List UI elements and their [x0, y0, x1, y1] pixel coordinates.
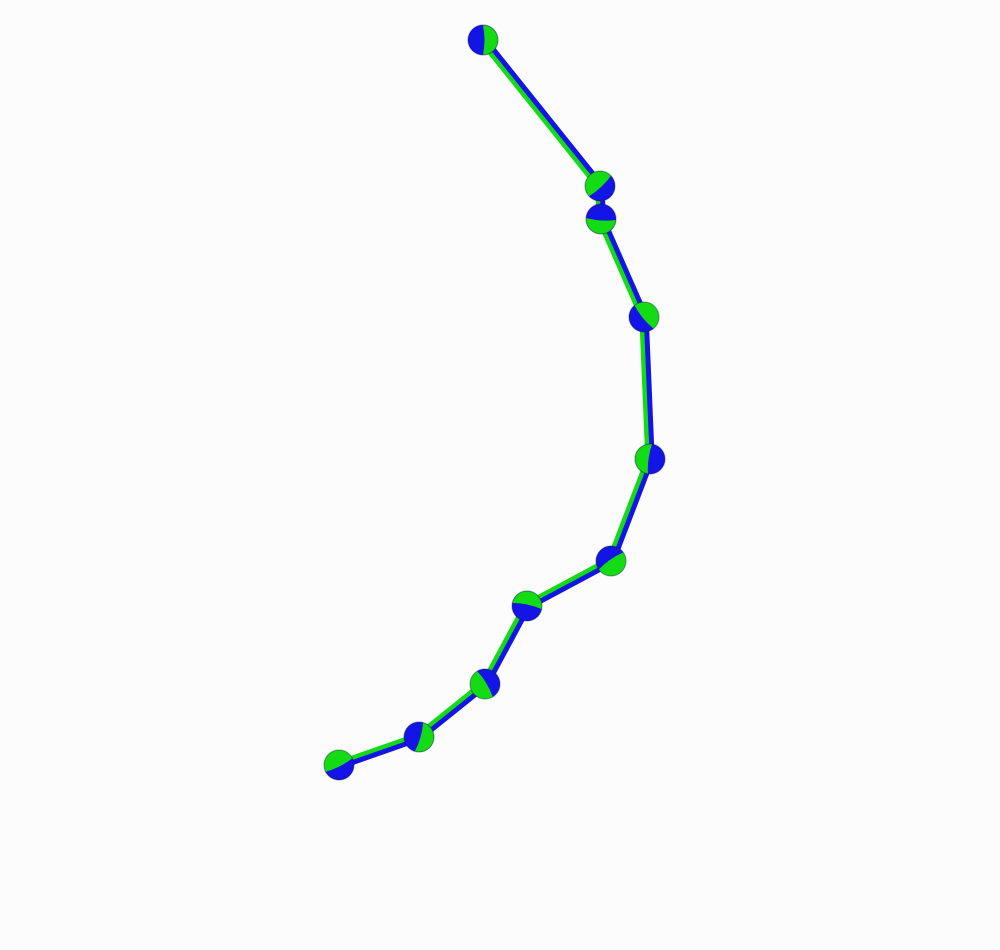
- atom-structure-a: [589, 175, 615, 201]
- atom-structure-a: [629, 305, 654, 332]
- atom-outline: [628, 301, 660, 333]
- atom-structure-b: [586, 217, 616, 234]
- atom-structure-b: [483, 25, 498, 55]
- atom-sphere[interactable]: [634, 443, 666, 475]
- atom-sphere[interactable]: [403, 721, 435, 753]
- atom-outline: [585, 203, 617, 235]
- bond-structure-b: [639, 314, 651, 462]
- bond-structure-b: [523, 556, 613, 607]
- atom-sphere[interactable]: [511, 590, 543, 622]
- atom-structure-b: [512, 591, 542, 610]
- bond-structure-b: [596, 217, 645, 321]
- atom-layer: [323, 24, 666, 781]
- atom-outline: [323, 749, 355, 781]
- bond-structure-a: [600, 215, 649, 319]
- bond-layer: [335, 36, 655, 770]
- atom-structure-a: [325, 758, 354, 780]
- atom-structure-a: [477, 669, 500, 697]
- atom-sphere[interactable]: [585, 203, 617, 235]
- atom-outline: [634, 443, 666, 475]
- bond-structure-b: [478, 38, 601, 190]
- atom-structure-b: [414, 722, 434, 752]
- atom-sphere[interactable]: [584, 170, 616, 202]
- atom-outline: [467, 24, 499, 56]
- atom-outline: [511, 590, 543, 622]
- atom-structure-a: [596, 545, 624, 570]
- atom-sphere[interactable]: [323, 749, 355, 781]
- atom-structure-b: [634, 443, 653, 474]
- atom-sphere[interactable]: [467, 24, 499, 56]
- atom-outline: [584, 170, 616, 202]
- atom-sphere[interactable]: [469, 668, 501, 700]
- atom-outline: [403, 721, 435, 753]
- atom-sphere[interactable]: [595, 545, 627, 577]
- atom-outline: [469, 668, 501, 700]
- atom-sphere[interactable]: [628, 301, 660, 333]
- atom-outline: [595, 545, 627, 577]
- bond-structure-a: [482, 36, 605, 188]
- bond-structure-a: [610, 457, 655, 565]
- bond-structure-b: [606, 455, 651, 563]
- bond-structure-a: [643, 314, 655, 462]
- bond-structure-a: [525, 560, 615, 611]
